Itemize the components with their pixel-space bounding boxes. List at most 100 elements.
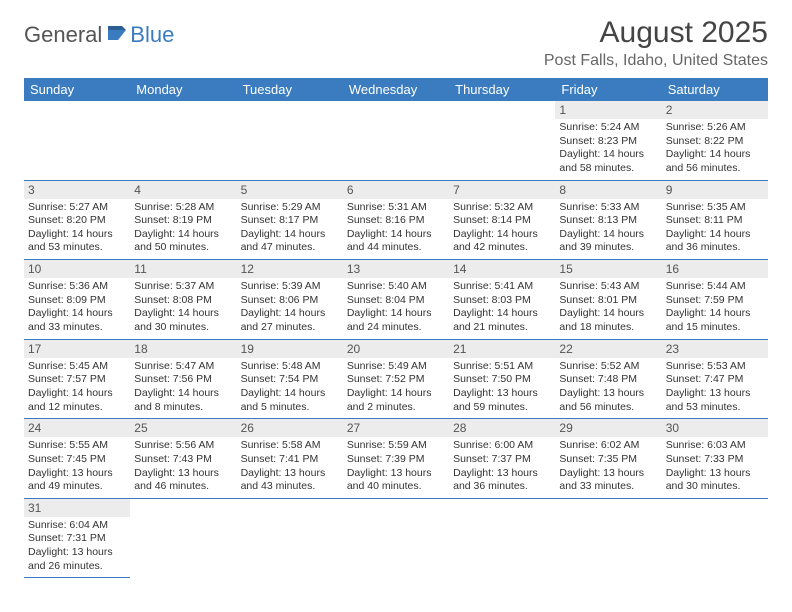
day-cell: 21Sunrise: 5:51 AMSunset: 7:50 PMDayligh…	[449, 339, 555, 419]
day-number: 3	[24, 181, 130, 199]
title-block: August 2025 Post Falls, Idaho, United St…	[544, 16, 768, 70]
day-info: Sunrise: 5:33 AMSunset: 8:13 PMDaylight:…	[555, 199, 661, 260]
empty-cell	[662, 498, 768, 578]
day-number: 13	[343, 260, 449, 278]
day-info: Sunrise: 5:26 AMSunset: 8:22 PMDaylight:…	[662, 119, 768, 180]
day-number: 24	[24, 419, 130, 437]
day-cell: 23Sunrise: 5:53 AMSunset: 7:47 PMDayligh…	[662, 339, 768, 419]
day-cell: 9Sunrise: 5:35 AMSunset: 8:11 PMDaylight…	[662, 180, 768, 260]
day-info: Sunrise: 5:28 AMSunset: 8:19 PMDaylight:…	[130, 199, 236, 260]
day-cell: 31Sunrise: 6:04 AMSunset: 7:31 PMDayligh…	[24, 498, 130, 578]
day-cell: 26Sunrise: 5:58 AMSunset: 7:41 PMDayligh…	[237, 419, 343, 499]
day-cell: 12Sunrise: 5:39 AMSunset: 8:06 PMDayligh…	[237, 260, 343, 340]
day-info: Sunrise: 6:02 AMSunset: 7:35 PMDaylight:…	[555, 437, 661, 498]
day-info: Sunrise: 5:51 AMSunset: 7:50 PMDaylight:…	[449, 358, 555, 419]
calendar-table: SundayMondayTuesdayWednesdayThursdayFrid…	[24, 78, 768, 578]
empty-cell	[449, 498, 555, 578]
day-info: Sunrise: 6:03 AMSunset: 7:33 PMDaylight:…	[662, 437, 768, 498]
day-cell: 8Sunrise: 5:33 AMSunset: 8:13 PMDaylight…	[555, 180, 661, 260]
day-cell: 14Sunrise: 5:41 AMSunset: 8:03 PMDayligh…	[449, 260, 555, 340]
day-cell: 6Sunrise: 5:31 AMSunset: 8:16 PMDaylight…	[343, 180, 449, 260]
day-info: Sunrise: 5:45 AMSunset: 7:57 PMDaylight:…	[24, 358, 130, 419]
day-cell: 11Sunrise: 5:37 AMSunset: 8:08 PMDayligh…	[130, 260, 236, 340]
day-number: 28	[449, 419, 555, 437]
dow-header: Monday	[130, 78, 236, 101]
header: General Blue August 2025 Post Falls, Idah…	[24, 16, 768, 70]
day-number: 18	[130, 340, 236, 358]
day-info: Sunrise: 5:31 AMSunset: 8:16 PMDaylight:…	[343, 199, 449, 260]
day-number: 10	[24, 260, 130, 278]
day-cell: 25Sunrise: 5:56 AMSunset: 7:43 PMDayligh…	[130, 419, 236, 499]
day-number: 16	[662, 260, 768, 278]
dow-header: Friday	[555, 78, 661, 101]
day-number: 31	[24, 499, 130, 517]
day-number: 5	[237, 181, 343, 199]
day-number: 2	[662, 101, 768, 119]
day-cell: 5Sunrise: 5:29 AMSunset: 8:17 PMDaylight…	[237, 180, 343, 260]
day-info: Sunrise: 5:37 AMSunset: 8:08 PMDaylight:…	[130, 278, 236, 339]
day-cell: 17Sunrise: 5:45 AMSunset: 7:57 PMDayligh…	[24, 339, 130, 419]
day-number: 11	[130, 260, 236, 278]
day-cell: 30Sunrise: 6:03 AMSunset: 7:33 PMDayligh…	[662, 419, 768, 499]
day-info: Sunrise: 5:53 AMSunset: 7:47 PMDaylight:…	[662, 358, 768, 419]
calendar-row: 3Sunrise: 5:27 AMSunset: 8:20 PMDaylight…	[24, 180, 768, 260]
day-info: Sunrise: 5:39 AMSunset: 8:06 PMDaylight:…	[237, 278, 343, 339]
day-cell: 29Sunrise: 6:02 AMSunset: 7:35 PMDayligh…	[555, 419, 661, 499]
day-cell: 1Sunrise: 5:24 AMSunset: 8:23 PMDaylight…	[555, 101, 661, 180]
day-info: Sunrise: 5:24 AMSunset: 8:23 PMDaylight:…	[555, 119, 661, 180]
empty-cell	[343, 101, 449, 180]
day-info: Sunrise: 5:52 AMSunset: 7:48 PMDaylight:…	[555, 358, 661, 419]
day-info: Sunrise: 5:55 AMSunset: 7:45 PMDaylight:…	[24, 437, 130, 498]
empty-cell	[24, 101, 130, 180]
day-info: Sunrise: 5:36 AMSunset: 8:09 PMDaylight:…	[24, 278, 130, 339]
day-number: 15	[555, 260, 661, 278]
brand-part1: General	[24, 22, 102, 48]
day-info: Sunrise: 5:44 AMSunset: 7:59 PMDaylight:…	[662, 278, 768, 339]
day-cell: 24Sunrise: 5:55 AMSunset: 7:45 PMDayligh…	[24, 419, 130, 499]
day-number: 22	[555, 340, 661, 358]
day-info: Sunrise: 5:41 AMSunset: 8:03 PMDaylight:…	[449, 278, 555, 339]
day-cell: 7Sunrise: 5:32 AMSunset: 8:14 PMDaylight…	[449, 180, 555, 260]
day-number: 19	[237, 340, 343, 358]
calendar-row: 17Sunrise: 5:45 AMSunset: 7:57 PMDayligh…	[24, 339, 768, 419]
day-info: Sunrise: 5:47 AMSunset: 7:56 PMDaylight:…	[130, 358, 236, 419]
day-number: 27	[343, 419, 449, 437]
day-number: 20	[343, 340, 449, 358]
day-cell: 22Sunrise: 5:52 AMSunset: 7:48 PMDayligh…	[555, 339, 661, 419]
calendar-row: 24Sunrise: 5:55 AMSunset: 7:45 PMDayligh…	[24, 419, 768, 499]
day-info: Sunrise: 5:58 AMSunset: 7:41 PMDaylight:…	[237, 437, 343, 498]
day-number: 29	[555, 419, 661, 437]
day-number: 25	[130, 419, 236, 437]
empty-cell	[555, 498, 661, 578]
day-cell: 13Sunrise: 5:40 AMSunset: 8:04 PMDayligh…	[343, 260, 449, 340]
empty-cell	[343, 498, 449, 578]
day-number: 21	[449, 340, 555, 358]
page-title: August 2025	[544, 16, 768, 50]
day-info: Sunrise: 6:04 AMSunset: 7:31 PMDaylight:…	[24, 517, 130, 578]
day-info: Sunrise: 5:27 AMSunset: 8:20 PMDaylight:…	[24, 199, 130, 260]
day-info: Sunrise: 5:56 AMSunset: 7:43 PMDaylight:…	[130, 437, 236, 498]
empty-cell	[449, 101, 555, 180]
day-cell: 19Sunrise: 5:48 AMSunset: 7:54 PMDayligh…	[237, 339, 343, 419]
dow-row: SundayMondayTuesdayWednesdayThursdayFrid…	[24, 78, 768, 101]
day-number: 30	[662, 419, 768, 437]
dow-header: Sunday	[24, 78, 130, 101]
day-number: 7	[449, 181, 555, 199]
day-info: Sunrise: 5:43 AMSunset: 8:01 PMDaylight:…	[555, 278, 661, 339]
dow-header: Thursday	[449, 78, 555, 101]
brand-part2: Blue	[130, 22, 174, 48]
day-info: Sunrise: 5:49 AMSunset: 7:52 PMDaylight:…	[343, 358, 449, 419]
day-info: Sunrise: 5:40 AMSunset: 8:04 PMDaylight:…	[343, 278, 449, 339]
day-cell: 28Sunrise: 6:00 AMSunset: 7:37 PMDayligh…	[449, 419, 555, 499]
day-number: 1	[555, 101, 661, 119]
day-info: Sunrise: 5:32 AMSunset: 8:14 PMDaylight:…	[449, 199, 555, 260]
dow-header: Saturday	[662, 78, 768, 101]
day-number: 9	[662, 181, 768, 199]
empty-cell	[130, 498, 236, 578]
day-number: 26	[237, 419, 343, 437]
day-cell: 10Sunrise: 5:36 AMSunset: 8:09 PMDayligh…	[24, 260, 130, 340]
empty-cell	[237, 101, 343, 180]
day-cell: 20Sunrise: 5:49 AMSunset: 7:52 PMDayligh…	[343, 339, 449, 419]
calendar-row: 31Sunrise: 6:04 AMSunset: 7:31 PMDayligh…	[24, 498, 768, 578]
calendar-row: 10Sunrise: 5:36 AMSunset: 8:09 PMDayligh…	[24, 260, 768, 340]
